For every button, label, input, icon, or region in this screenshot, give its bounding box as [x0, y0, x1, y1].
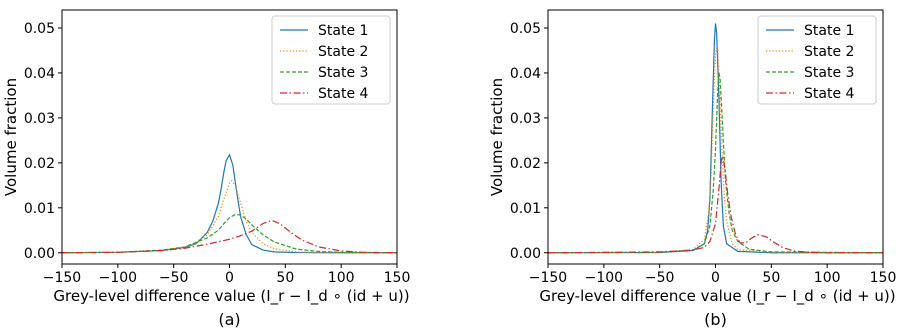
y-tick-label: 0.01	[24, 201, 55, 217]
y-tick-label: 0.02	[510, 156, 541, 172]
series-line-3	[62, 213, 397, 254]
x-tick-label: −50	[645, 270, 675, 286]
x-tick-label: 150	[870, 270, 897, 286]
x-tick-label: 0	[225, 270, 234, 286]
panel-caption: (a)	[218, 310, 240, 329]
x-tick-label: 50	[762, 270, 780, 286]
series-line-3	[548, 72, 883, 254]
legend-box	[757, 15, 877, 105]
y-tick-label: 0.00	[510, 246, 541, 262]
series-line-4	[62, 219, 397, 254]
y-tick-label: 0.03	[24, 111, 55, 127]
x-tick-label: 100	[328, 270, 355, 286]
x-tick-label: −100	[99, 270, 137, 286]
legend-label: State 2	[318, 44, 368, 60]
legend-box	[271, 15, 391, 105]
x-tick-label: 100	[814, 270, 841, 286]
y-tick-label: 0.00	[24, 246, 55, 262]
y-tick-label: 0.05	[24, 21, 55, 37]
chart-panel-b: −150 −100 −50 0 50 100 150 0.00 0.01 0.02 0.03 0.04…	[488, 9, 897, 329]
y-axis-label: Volume fraction	[2, 78, 20, 196]
legend-label: State 1	[318, 23, 368, 39]
y-tick-label: 0.05	[510, 21, 541, 37]
x-tick-label: −150	[529, 270, 567, 286]
x-axis-label: Grey-level difference value (I_r − I_d ∘…	[539, 287, 895, 306]
legend-label: State 4	[318, 86, 369, 102]
y-tick-label: 0.01	[510, 201, 541, 217]
y-tick-label: 0.02	[24, 156, 55, 172]
y-tick-label: 0.04	[510, 66, 541, 82]
x-tick-label: −50	[159, 270, 189, 286]
series-line-4	[548, 154, 883, 254]
x-tick-label: 0	[711, 270, 720, 286]
x-axis-label: Grey-level difference value (I_r − I_d ∘…	[53, 287, 409, 306]
panel-caption: (b)	[704, 310, 727, 329]
x-tick-label: −150	[43, 270, 81, 286]
series-line-2	[548, 45, 883, 254]
x-tick-label: 50	[276, 270, 294, 286]
legend-label: State 4	[804, 86, 855, 102]
x-tick-label: 150	[384, 270, 411, 286]
legend-label: State 3	[318, 65, 368, 81]
legend-label: State 3	[804, 65, 854, 81]
y-tick-label: 0.03	[510, 111, 541, 127]
y-axis-label: Volume fraction	[488, 78, 506, 196]
series-line-1	[62, 153, 397, 254]
y-tick-label: 0.04	[24, 66, 55, 82]
legend-label: State 2	[804, 44, 854, 60]
legend-label: State 1	[804, 23, 854, 39]
x-tick-label: −100	[585, 270, 623, 286]
chart-panel-a: −150 −100 −50 0 50 100 150 0.00 0.01 0.02 0.03 0.04…	[2, 9, 411, 329]
series-line-2	[62, 179, 397, 254]
